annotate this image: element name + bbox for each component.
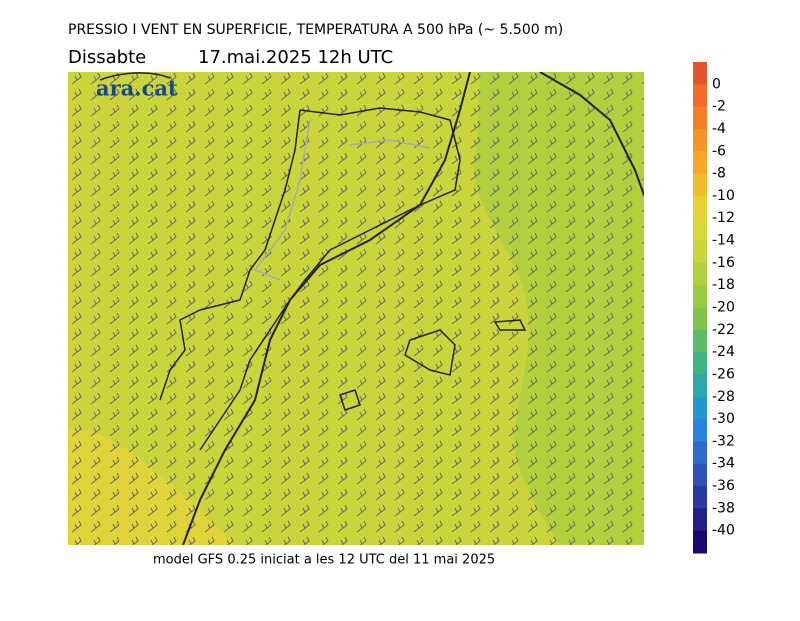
colorbar-band (693, 173, 707, 197)
colorbar-label: -36 (712, 478, 735, 494)
wind-barbs (68, 72, 644, 545)
colorbar-band (693, 441, 707, 465)
day: Dissabte (68, 47, 146, 68)
colorbar-band (693, 419, 707, 442)
colorbar-band (693, 128, 707, 152)
colorbar-label: -10 (712, 188, 735, 204)
colorbar-label: -16 (712, 255, 735, 271)
colorbar-label: 0 (712, 76, 721, 92)
colorbar-label: -8 (712, 166, 726, 182)
colorbar-label: -40 (712, 523, 735, 539)
colorbar-label: -12 (712, 210, 735, 226)
colorbar-band (693, 508, 707, 532)
colorbar-label: -34 (712, 456, 735, 472)
colorbar-band (693, 329, 707, 353)
colorbar: 0 -2 -4 -6 -8 -10 -12 -14 -16 -18 -20 -22 -24 -26 -28 -… (693, 62, 735, 554)
date: 17.mai.2025 12h UTC (198, 47, 393, 68)
colorbar-band (693, 84, 707, 108)
colorbar-label: -22 (712, 322, 735, 338)
colorbar-label: -20 (712, 300, 735, 316)
title: PRESSIO I VENT EN SUPERFICIE, TEMPERATUR… (68, 22, 563, 38)
colorbar-band (693, 151, 707, 175)
colorbar-label: -32 (712, 433, 735, 449)
colorbar-label: -24 (712, 344, 735, 360)
border (253, 119, 311, 281)
colorbar-band (693, 240, 707, 264)
colorbar-band (693, 486, 707, 509)
colorbar-band (693, 262, 707, 286)
colorbar-band (693, 218, 707, 242)
colorbar-label: -14 (712, 233, 735, 249)
colorbar-label: -6 (712, 143, 726, 159)
colorbar-band (693, 106, 707, 130)
border (349, 139, 431, 149)
colorbar-label: -26 (712, 366, 735, 382)
colorbar-label: -38 (712, 500, 735, 516)
colorbar-band (693, 396, 707, 420)
colorbar-band (693, 307, 707, 331)
colorbar-band (693, 530, 707, 554)
map (68, 72, 644, 545)
colorbar-band (693, 195, 707, 219)
colorbar-label: -4 (712, 121, 726, 137)
colorbar-label: -30 (712, 411, 735, 427)
colorbar-label: -18 (712, 277, 735, 293)
colorbar-band (693, 62, 707, 85)
coastlines (99, 72, 644, 545)
colorbar-label: -28 (712, 389, 735, 405)
logo: ara.cat (96, 76, 178, 101)
footer: model GFS 0.25 iniciat a les 12 UTC del … (153, 553, 495, 568)
colorbar-band (693, 463, 707, 487)
colorbar-band (693, 374, 707, 398)
colorbar-band (693, 285, 707, 308)
colorbar-label: -2 (712, 99, 726, 115)
colorbar-band (693, 352, 707, 375)
